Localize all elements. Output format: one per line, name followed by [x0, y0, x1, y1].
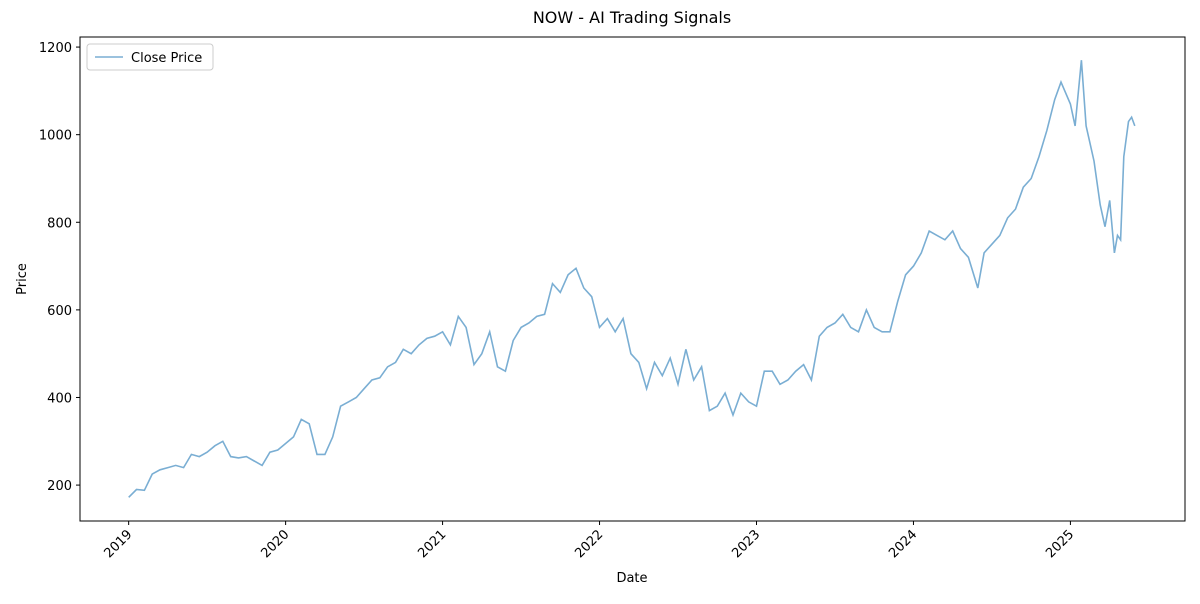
chart-title: NOW - AI Trading Signals	[533, 8, 731, 27]
x-tick-label: 2023	[729, 527, 763, 561]
y-tick-label: 600	[47, 304, 72, 319]
x-tick-label: 2025	[1043, 527, 1077, 561]
y-axis-label: Price	[15, 263, 30, 295]
y-tick-label: 200	[47, 479, 72, 494]
x-axis-label: Date	[616, 571, 647, 586]
legend-box	[86, 43, 214, 71]
y-tick-label: 1000	[39, 129, 72, 144]
y-tick-label: 400	[47, 391, 72, 406]
x-tick-label: 2021	[415, 527, 449, 561]
price-line	[128, 60, 1136, 498]
y-tick-label: 800	[47, 216, 72, 231]
x-tick-label: 2022	[572, 527, 606, 561]
x-tick-label: 2020	[258, 527, 292, 561]
y-tick-label: 1200	[39, 41, 72, 56]
legend-label: Close Price	[131, 51, 202, 66]
plot-frame	[79, 36, 1186, 522]
x-tick-label: 2024	[886, 527, 920, 561]
x-tick-label: 2019	[101, 527, 135, 561]
